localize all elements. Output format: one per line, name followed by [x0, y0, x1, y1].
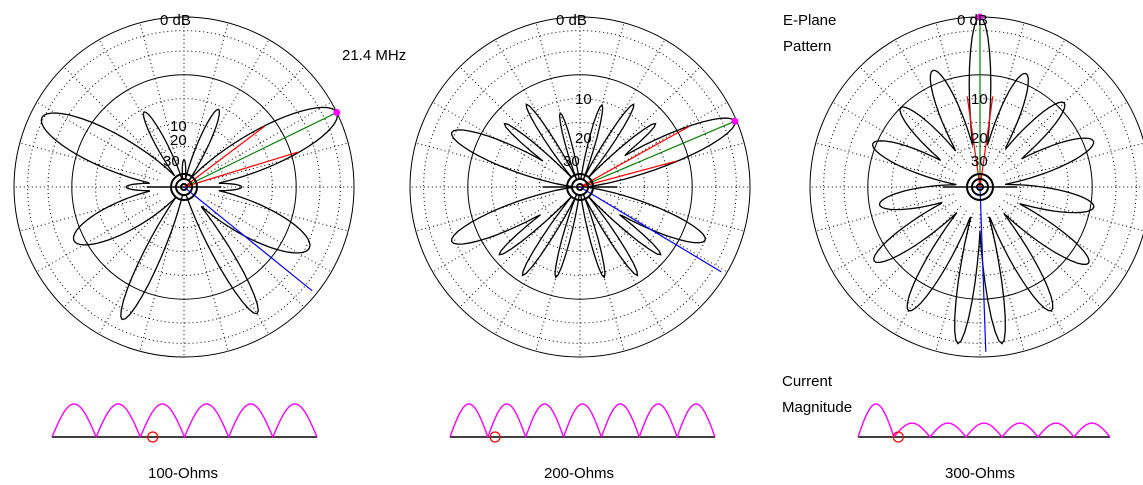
current-label-line1: Current	[782, 373, 833, 390]
center-circle	[566, 173, 594, 201]
beam-rays	[966, 13, 994, 352]
blue-ray	[183, 186, 313, 292]
outer-ring	[13, 16, 355, 358]
grid-ring	[891, 98, 1069, 276]
ring-label-10: 10	[170, 118, 187, 135]
feed-point-marker	[489, 431, 501, 443]
max-gain-marker	[976, 13, 984, 21]
polar-plot-300-ohms: 0 dB 10 20 30	[809, 12, 1143, 358]
grid-spoke	[993, 210, 1066, 335]
center-circle	[180, 183, 188, 191]
grid-spoke	[606, 193, 745, 232]
ring-label-20: 20	[575, 130, 592, 147]
grid-ring	[938, 145, 1022, 229]
eplane-label-line1: E-Plane	[783, 12, 836, 29]
feed-point-marker	[147, 431, 159, 443]
beam-rays	[183, 109, 341, 292]
center-circle	[576, 183, 584, 191]
beamwidth-ray-1	[183, 151, 299, 188]
plot-center-circles	[170, 173, 198, 201]
eplane-label-line2: Pattern	[783, 38, 831, 55]
ring-label-10: 10	[971, 91, 988, 108]
caption-300-ohms: 300-Ohms	[945, 465, 1015, 482]
grid-spoke	[815, 142, 954, 181]
max-gain-ray	[579, 120, 736, 188]
center-circle	[571, 178, 589, 196]
ring-label-30: 30	[163, 153, 180, 170]
grid-spoke	[1003, 101, 1128, 174]
feed-point-marker	[892, 431, 904, 443]
current-magnitude-plot-300-ohms	[857, 403, 1111, 443]
beamwidth-ray-1	[579, 160, 677, 188]
grid-ring	[118, 121, 250, 253]
ring-label-0db: 0 dB	[160, 12, 191, 29]
max-gain-ray	[183, 111, 338, 188]
grid-ring	[538, 145, 622, 229]
current-magnitude-plot-200-ohms	[449, 403, 716, 443]
beamwidth-ray-0	[183, 125, 266, 188]
beamwidth-ray-1	[979, 96, 994, 188]
current-curve	[51, 403, 318, 439]
grid-ring	[142, 145, 226, 229]
ring-label-20: 20	[971, 130, 988, 147]
grid-spoke	[190, 213, 229, 352]
max-gain-marker	[731, 117, 739, 125]
grid-ring	[27, 30, 341, 344]
beamwidth-ray-0	[966, 96, 981, 188]
frequency-label: 21.4 MHz	[342, 47, 406, 64]
grid-ring	[514, 121, 646, 253]
outer-ring	[409, 16, 751, 358]
current-magnitude-plot-100-ohms	[51, 403, 318, 443]
center-circle	[976, 183, 984, 191]
ring-label-0db: 0 dB	[556, 12, 587, 29]
current-label-line2: Magnitude	[782, 399, 852, 416]
current-curve	[857, 403, 1111, 438]
grid-ring	[423, 30, 737, 344]
ring-label-30: 30	[971, 153, 988, 170]
polar-plot-200-ohms: 0 dB 10 20 30	[409, 12, 751, 358]
plot-center-circles	[566, 173, 594, 201]
grid-ring	[95, 98, 273, 276]
grid-spoke	[986, 22, 1025, 161]
grid-spoke	[1006, 142, 1143, 181]
current-curve	[449, 403, 716, 439]
grid-spoke	[63, 205, 166, 308]
center-circle	[966, 173, 994, 201]
radiation-pattern	[872, 16, 1095, 345]
polar-plot-100-ohms: 0 dB 10 20 30	[13, 12, 355, 358]
grid-spoke	[415, 142, 554, 181]
grid-ring	[491, 98, 669, 276]
caption-200-ohms: 200-Ohms	[544, 465, 614, 482]
grid-spoke	[210, 142, 349, 181]
plot-center-circles	[966, 173, 994, 201]
grid-spoke	[207, 101, 332, 174]
ring-label-30: 30	[563, 153, 580, 170]
grid-spoke	[603, 101, 728, 174]
ring-label-10: 10	[575, 91, 592, 108]
polar-grid	[13, 16, 355, 358]
ring-label-0db: 0 dB	[957, 12, 988, 29]
blue-ray	[579, 186, 722, 273]
grid-spoke	[415, 193, 554, 232]
grid-spoke	[190, 22, 229, 161]
center-circle	[971, 178, 989, 196]
ring-label-20: 20	[170, 132, 187, 149]
grid-spoke	[19, 193, 158, 232]
beamwidth-ray-0	[579, 126, 690, 188]
beam-rays	[579, 117, 739, 273]
blue-ray	[979, 186, 987, 352]
grid-spoke	[139, 213, 178, 352]
max-gain-marker	[333, 109, 341, 116]
grid-spoke	[815, 193, 954, 232]
center-circle	[175, 178, 193, 196]
caption-100-ohms: 100-Ohms	[148, 465, 218, 482]
center-circle	[170, 173, 198, 201]
polar-grid	[409, 16, 751, 358]
grid-spoke	[935, 22, 974, 161]
